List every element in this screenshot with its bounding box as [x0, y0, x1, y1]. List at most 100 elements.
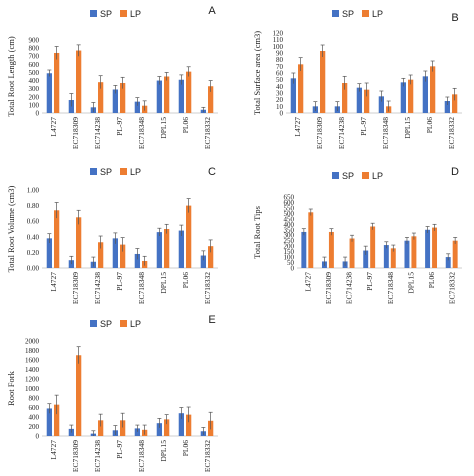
bar-lp — [208, 86, 214, 113]
bar-sp — [301, 231, 307, 268]
bar-lp — [370, 226, 376, 268]
legend: SP LP — [332, 171, 383, 181]
x-tick-label: PL-97 — [359, 117, 368, 136]
legend-label-sp: SP — [342, 9, 354, 19]
x-tick-label: EC718309 — [71, 440, 80, 472]
x-tick-label: EC718332 — [203, 117, 212, 149]
y-tick-label: 200 — [29, 93, 40, 101]
x-tick-label: L4727 — [293, 117, 302, 137]
y-tick-label: 20 — [276, 96, 284, 104]
y-tick-label: 2000 — [25, 338, 40, 346]
bar-lp — [411, 236, 417, 268]
panel-letter: B — [451, 12, 458, 24]
bar-lp — [76, 217, 82, 268]
bar-sp — [134, 428, 140, 436]
x-tick-label: EC718309 — [315, 117, 324, 149]
y-tick-label: 150 — [284, 248, 295, 256]
y-tick-label: 1200 — [25, 376, 40, 384]
bar-sp — [363, 250, 369, 268]
bar-lp — [452, 94, 458, 113]
bar-sp — [156, 423, 162, 436]
x-tick-label: EC714238 — [345, 272, 354, 304]
x-tick-label: PL06 — [181, 272, 190, 289]
bar-lp — [164, 76, 170, 113]
y-tick-label: 60 — [276, 70, 284, 78]
y-axis-title: Total Root Volume (cm3) — [6, 185, 16, 272]
y-tick-label: 0 — [291, 265, 295, 273]
bar-sp — [46, 238, 52, 268]
bar-lp — [349, 238, 355, 268]
x-tick-label: EC718332 — [203, 272, 212, 304]
x-tick-label: EC718309 — [71, 117, 80, 149]
y-tick-label: 600 — [284, 199, 295, 207]
bar-sp — [112, 89, 118, 113]
x-tick-label: L4727 — [49, 440, 58, 460]
bar-sp — [112, 238, 118, 268]
y-tick-label: 600 — [29, 61, 40, 69]
bar-lp — [98, 242, 104, 268]
legend-label-sp: SP — [100, 167, 112, 177]
y-tick-label: 1000 — [25, 385, 40, 393]
legend: SP LP — [90, 319, 141, 329]
y-tick-label: 400 — [29, 77, 40, 85]
y-tick-label: 500 — [284, 210, 295, 218]
x-tick-label: DPL15 — [406, 272, 415, 294]
panel-letter: C — [208, 166, 216, 178]
y-tick-label: 0 — [280, 110, 284, 118]
y-tick-label: 350 — [284, 226, 295, 234]
legend: SP LP — [332, 9, 383, 19]
bar-lp — [342, 83, 348, 113]
bar-sp — [178, 230, 184, 268]
bar-sp — [378, 96, 384, 113]
legend-label-sp: SP — [100, 9, 112, 19]
bar-sp — [46, 408, 52, 436]
y-tick-label: 500 — [29, 69, 40, 77]
legend-swatch-lp — [120, 10, 127, 17]
bar-lp — [54, 52, 60, 113]
bar-sp — [425, 229, 431, 268]
y-tick-label: 700 — [29, 53, 40, 61]
y-tick-label: 100 — [29, 101, 40, 109]
bar-lp — [54, 404, 60, 436]
bar-lp — [298, 64, 304, 113]
bar-lp — [452, 240, 458, 268]
y-tick-label: 0.20 — [27, 249, 40, 257]
y-axis-title: Total Surface area (cm3) — [252, 31, 262, 115]
panel-letter: A — [208, 5, 216, 17]
legend-label-lp: LP — [130, 9, 141, 19]
legend-swatch-sp — [90, 168, 97, 175]
bar-lp — [328, 231, 334, 268]
x-tick-label: PL-97 — [115, 440, 124, 459]
bar-lp — [120, 420, 126, 436]
x-tick-label: EC718332 — [447, 117, 456, 149]
x-tick-label: EC714238 — [337, 117, 346, 149]
y-tick-label: 120 — [273, 30, 284, 38]
x-tick-label: EC718348 — [137, 117, 146, 149]
bar-sp — [156, 80, 162, 113]
y-tick-label: 250 — [284, 237, 295, 245]
legend-label-lp: LP — [130, 319, 141, 329]
y-axis-title: Total Root Length (cm) — [6, 36, 16, 117]
y-tick-label: 1800 — [25, 347, 40, 355]
bar-lp — [320, 51, 326, 113]
y-tick-label: 450 — [284, 215, 295, 223]
legend-swatch-sp — [332, 10, 339, 17]
legend-swatch-lp — [362, 172, 369, 179]
y-tick-label: 400 — [29, 414, 40, 422]
y-tick-label: 30 — [276, 90, 284, 98]
y-tick-label: 0.80 — [27, 202, 40, 210]
x-tick-label: EC718348 — [386, 272, 395, 304]
bar-lp — [76, 50, 82, 113]
y-tick-label: 800 — [29, 395, 40, 403]
panel-letter: E — [208, 314, 215, 326]
bar-sp — [134, 101, 140, 113]
bar-sp — [356, 87, 362, 113]
bar-sp — [444, 101, 450, 113]
y-tick-label: 300 — [284, 232, 295, 240]
legend: SP LP — [90, 167, 141, 177]
legend-label-lp: LP — [372, 9, 383, 19]
y-tick-label: 110 — [273, 36, 284, 44]
y-tick-label: 100 — [284, 254, 295, 262]
x-tick-label: L4727 — [49, 272, 58, 292]
bar-lp — [164, 229, 170, 268]
